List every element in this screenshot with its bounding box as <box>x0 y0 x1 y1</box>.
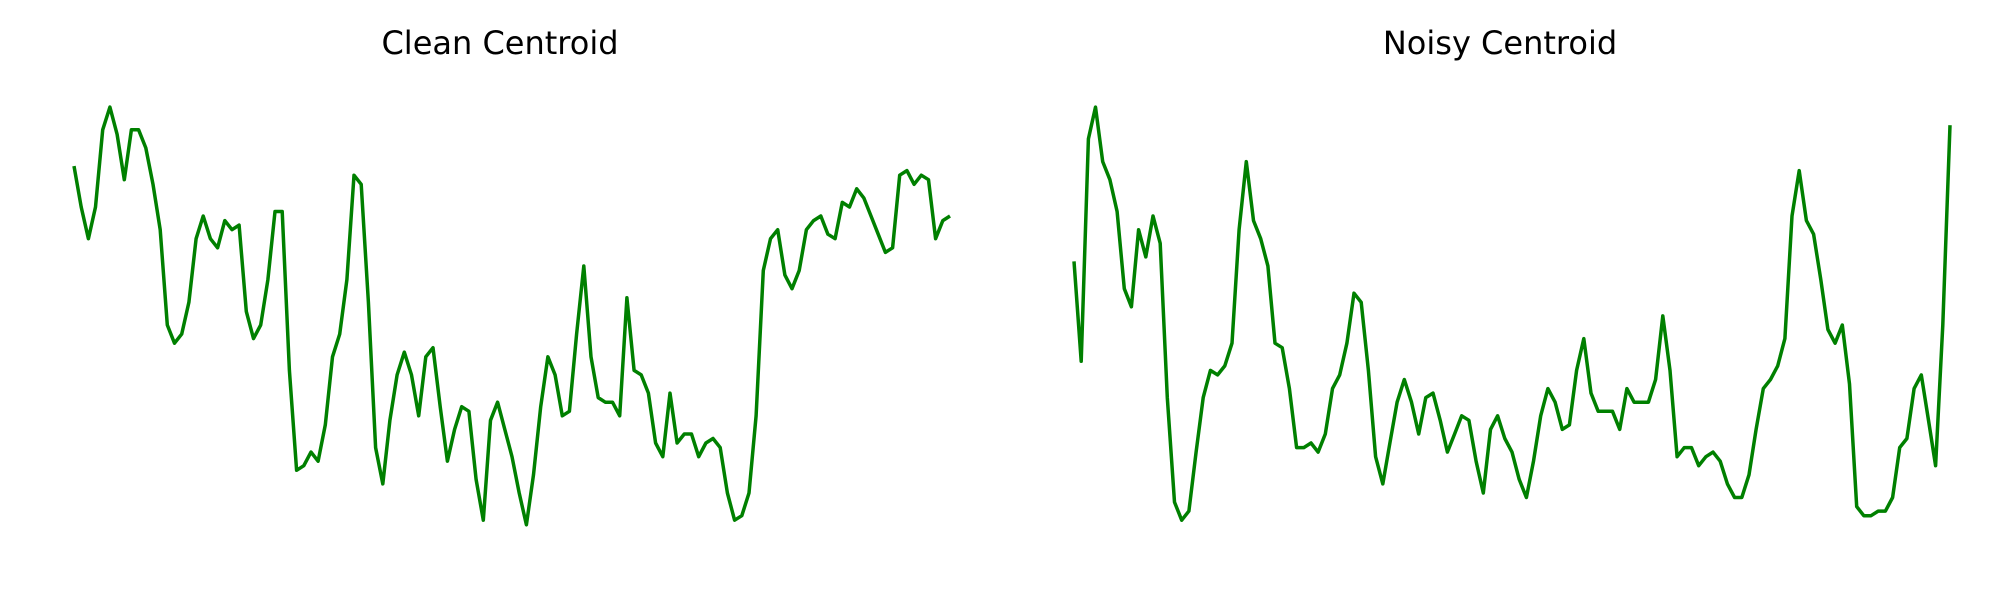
noisy-centroid-panel: Noisy Centroid <box>1000 0 2000 600</box>
series-line <box>1072 105 1952 522</box>
clean-centroid-panel: Clean Centroid <box>72 24 951 527</box>
chart-title: Clean Centroid <box>381 24 619 62</box>
noisy-centroid-plot <box>1072 105 1952 522</box>
series-line <box>72 105 951 527</box>
clean-centroid-plot <box>72 105 951 527</box>
chart-title: Noisy Centroid <box>1382 24 1618 62</box>
